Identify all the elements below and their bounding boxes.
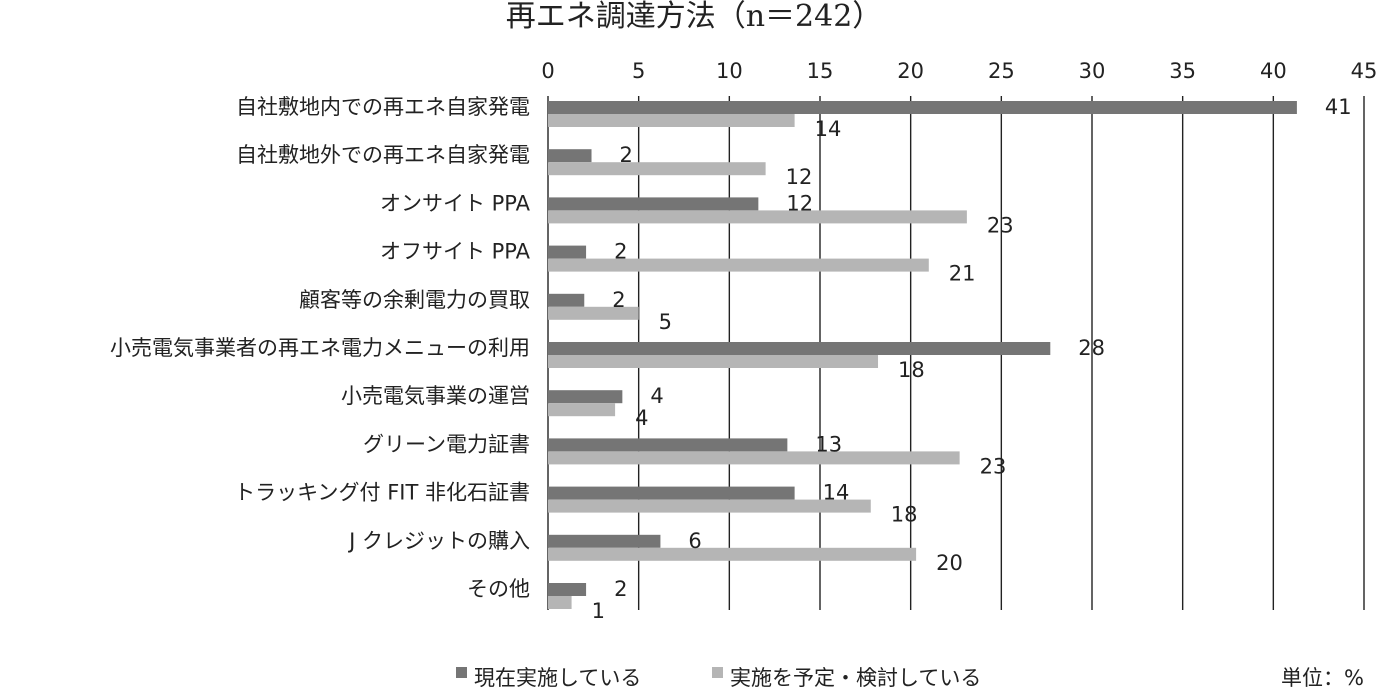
data-label-current: 2 bbox=[614, 577, 627, 601]
data-label-planned: 4 bbox=[635, 406, 648, 430]
bar-planned bbox=[548, 499, 871, 513]
unit-note: 単位：% bbox=[1281, 666, 1364, 690]
bar-current bbox=[548, 438, 788, 452]
x-tick-label: 30 bbox=[1079, 59, 1106, 83]
category-label: オフサイト PPA bbox=[380, 240, 531, 264]
chart-title: 再エネ調達方法（n＝242） bbox=[506, 0, 883, 34]
bar-planned bbox=[548, 258, 929, 272]
category-label: 自社敷地内での再エネ自家発電 bbox=[236, 95, 530, 119]
data-label-current: 2 bbox=[614, 240, 627, 264]
x-axis-ticks: 0 5 10 15 20 25 30 35 40 45 bbox=[541, 59, 1377, 83]
data-label-planned: 21 bbox=[949, 262, 976, 286]
category-label: 小売電気事業の運営 bbox=[341, 384, 530, 408]
x-tick-label: 5 bbox=[632, 59, 645, 83]
data-label-planned: 23 bbox=[987, 213, 1014, 237]
category-label: J クレジットの購入 bbox=[347, 529, 530, 553]
bar-planned bbox=[548, 114, 795, 127]
data-label-current: 4 bbox=[650, 384, 663, 408]
x-tick-label: 35 bbox=[1169, 59, 1196, 83]
bar-planned bbox=[548, 451, 960, 465]
x-tick-label: 0 bbox=[541, 59, 554, 83]
data-label-planned: 5 bbox=[659, 310, 672, 334]
data-label-current: 41 bbox=[1325, 95, 1352, 119]
x-tick-label: 20 bbox=[897, 59, 924, 83]
bar-current bbox=[548, 293, 585, 307]
x-tick-label: 45 bbox=[1351, 59, 1378, 83]
x-tick-label: 15 bbox=[807, 59, 834, 83]
bar-planned bbox=[548, 403, 616, 417]
legend-swatch-current bbox=[456, 667, 467, 678]
x-tick-label: 40 bbox=[1260, 59, 1287, 83]
x-tick-label: 25 bbox=[988, 59, 1015, 83]
data-label-current: 6 bbox=[688, 529, 701, 553]
data-label-current: 28 bbox=[1078, 336, 1105, 360]
data-label-current: 2 bbox=[612, 288, 625, 312]
category-label: 顧客等の余剰電力の買取 bbox=[299, 288, 530, 312]
category-label: トラッキング付 FIT 非化石証書 bbox=[234, 481, 530, 505]
category-label: オンサイト PPA bbox=[380, 191, 531, 215]
bar-current bbox=[548, 245, 587, 259]
data-label-planned: 18 bbox=[891, 503, 918, 527]
bars bbox=[548, 101, 1297, 609]
bar-planned bbox=[548, 596, 572, 609]
bar-current bbox=[548, 583, 587, 596]
bar-planned bbox=[548, 306, 639, 320]
bar-current bbox=[548, 534, 661, 548]
bar-current bbox=[548, 486, 795, 500]
data-label-current: 13 bbox=[815, 432, 842, 456]
data-label-planned: 23 bbox=[980, 454, 1007, 478]
data-label-current: 12 bbox=[786, 191, 813, 215]
category-label: グリーン電力証書 bbox=[363, 432, 530, 456]
category-label: 小売電気事業者の再エネ電力メニューの利用 bbox=[110, 336, 530, 360]
legend-swatch-planned bbox=[712, 667, 723, 678]
category-label: その他 bbox=[467, 577, 530, 601]
bar-planned bbox=[548, 162, 766, 176]
legend: 現在実施している 実施を予定・検討している bbox=[456, 666, 981, 690]
bar-current bbox=[548, 101, 1297, 114]
data-label-planned: 18 bbox=[898, 358, 925, 382]
bar-planned bbox=[548, 210, 967, 224]
data-label-planned: 12 bbox=[786, 165, 813, 189]
bar-current bbox=[548, 149, 592, 163]
bar-planned bbox=[548, 547, 917, 561]
legend-label-current: 現在実施している bbox=[474, 666, 641, 690]
category-label: 自社敷地外での再エネ自家発電 bbox=[236, 143, 530, 167]
data-label-current: 2 bbox=[620, 143, 633, 167]
bar-current bbox=[548, 390, 623, 404]
bar-current bbox=[548, 197, 759, 211]
data-label-planned: 1 bbox=[592, 599, 605, 623]
bar-planned bbox=[548, 355, 879, 368]
x-tick-label: 10 bbox=[716, 59, 743, 83]
data-label-current: 14 bbox=[823, 481, 850, 505]
data-label-planned: 14 bbox=[815, 117, 842, 141]
bar-current bbox=[548, 342, 1051, 355]
data-label-planned: 20 bbox=[936, 551, 963, 575]
legend-label-planned: 実施を予定・検討している bbox=[730, 666, 981, 690]
